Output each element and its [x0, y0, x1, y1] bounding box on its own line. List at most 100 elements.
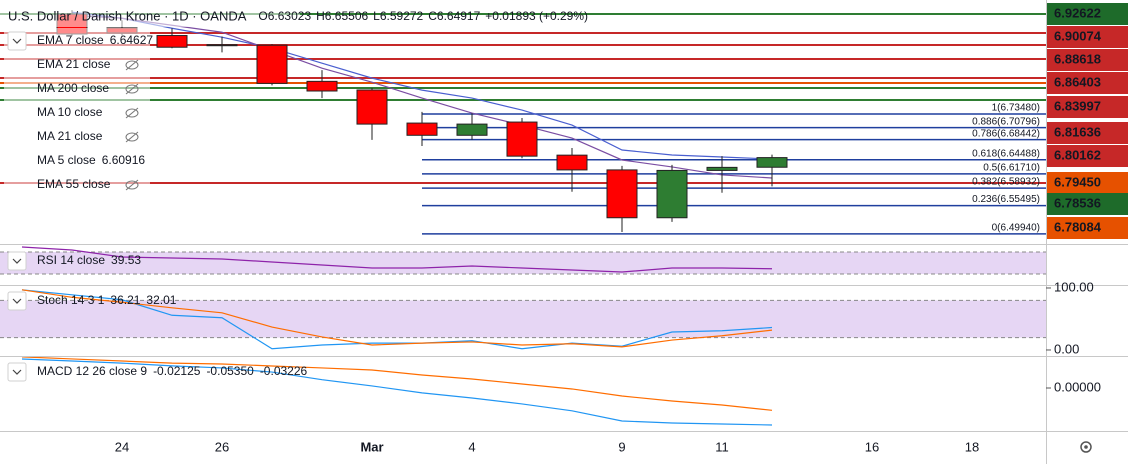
price-tag — [1047, 193, 1128, 215]
hidden-icon[interactable] — [125, 108, 139, 118]
gear-hub[interactable] — [1084, 445, 1088, 449]
chevron[interactable] — [12, 298, 22, 304]
fib-label: 0(6.49940) — [992, 222, 1040, 233]
legend-value: 6.64627 — [110, 33, 154, 47]
symbol-title: U.S. Dollar / Danish Krone · 1D · OANDA — [8, 8, 247, 23]
legend-name: MA 200 close — [37, 81, 109, 95]
candle-body — [406, 122, 438, 136]
x-tick-label: Mar — [360, 439, 383, 454]
x-tick-label: 16 — [865, 439, 879, 454]
price-tag — [1047, 49, 1128, 71]
collapse-button[interactable] — [7, 31, 27, 51]
price-tag-label: 6.92622 — [1054, 5, 1101, 20]
indicator-value: 39.53 — [111, 253, 141, 267]
candle-body — [756, 157, 788, 168]
indicator-line — [21, 289, 773, 350]
y-tick-label: 0.00000 — [1054, 379, 1101, 394]
x-tick-label: 26 — [215, 439, 229, 454]
indicator-value: 36.21 — [110, 293, 140, 307]
price-tag — [1047, 26, 1128, 48]
quote-value: +0.01893 (+0.29%) — [485, 9, 588, 23]
y-tick-label: 100.00 — [1054, 279, 1094, 294]
price-tag — [1047, 122, 1128, 144]
fib-label: 0.382(6.58932) — [972, 177, 1040, 188]
chevron[interactable] — [12, 38, 22, 44]
indicator-name: Stoch 14 3 1 — [37, 293, 105, 307]
indicator-line — [21, 246, 773, 273]
candle-body — [556, 154, 588, 171]
candle-body — [356, 89, 388, 125]
candle-body — [256, 44, 288, 84]
quote-value: O6.63023 — [258, 9, 311, 23]
price-tag — [1047, 145, 1128, 167]
candle-body — [206, 44, 238, 47]
legend-value: 6.60916 — [102, 153, 146, 167]
price-tag-label: 6.83997 — [1054, 98, 1101, 113]
price-tag — [1047, 96, 1128, 118]
candle-body — [506, 121, 538, 157]
indicator-value: -0.05350 — [206, 364, 254, 378]
candle-body — [606, 169, 638, 219]
candle-body — [706, 166, 738, 171]
gear[interactable] — [1080, 441, 1092, 453]
indicator-name: MACD 12 26 close 9 — [37, 364, 147, 378]
fib-label: 1(6.73480) — [992, 103, 1040, 114]
price-tag-label: 6.88618 — [1054, 51, 1101, 66]
price-tag-label: 6.78536 — [1054, 195, 1101, 210]
candle-body — [656, 169, 688, 219]
price-tag-label: 6.90074 — [1054, 28, 1102, 43]
chevron[interactable] — [12, 369, 22, 375]
collapse-button[interactable] — [7, 251, 27, 271]
indicator-line — [21, 358, 773, 426]
x-tick-label: 4 — [468, 439, 475, 454]
band — [0, 300, 1046, 338]
fib-label: 0.618(6.64488) — [972, 148, 1040, 159]
legend-name: EMA 21 close — [37, 57, 111, 71]
hidden-icon[interactable] — [125, 180, 139, 190]
hidden-icon[interactable] — [125, 60, 139, 70]
price-tag-label: 6.80162 — [1054, 147, 1101, 162]
chevron[interactable] — [12, 258, 22, 264]
quote-value: H6.65506 — [316, 9, 368, 23]
quote-value: C6.64917 — [428, 9, 480, 23]
candle-body — [306, 80, 338, 92]
hidden-icon-slash[interactable] — [125, 107, 139, 119]
fib-label: 0.236(6.55495) — [972, 194, 1040, 205]
band — [0, 251, 1046, 274]
x-tick-label: 11 — [715, 439, 729, 454]
price-tag-label: 6.86403 — [1054, 74, 1101, 89]
price-tag-label: 6.81636 — [1054, 124, 1101, 139]
indicator-name: RSI 14 close — [37, 253, 105, 267]
hidden-icon-slash[interactable] — [125, 179, 139, 191]
hidden-icon-slash[interactable] — [125, 59, 139, 71]
quote-value: L6.59272 — [373, 9, 423, 23]
fib-label: 0.5(6.61710) — [983, 163, 1040, 174]
legend-name: EMA 7 close — [37, 33, 104, 47]
hidden-icon-slash[interactable] — [125, 83, 139, 95]
hidden-icon[interactable] — [125, 132, 139, 142]
hidden-icon[interactable] — [125, 84, 139, 94]
indicator-value: -0.02125 — [153, 364, 201, 378]
fib-label: 0.786(6.68442) — [972, 128, 1040, 139]
indicator-value: -0.03226 — [260, 364, 308, 378]
collapse-button[interactable] — [7, 362, 27, 382]
indicator-value: 32.01 — [146, 293, 176, 307]
fib-label: 0.886(6.70796) — [972, 116, 1040, 127]
price-tag-label: 6.78084 — [1054, 219, 1102, 234]
price-tag — [1047, 217, 1128, 239]
hidden-icon-slash[interactable] — [125, 131, 139, 143]
indicator-line — [21, 356, 773, 411]
moving-average — [71, 14, 773, 179]
moving-average — [71, 11, 773, 160]
indicator-line — [21, 289, 773, 348]
collapse-button[interactable] — [7, 291, 27, 311]
settings-icon[interactable] — [1080, 441, 1092, 453]
x-tick-label: 24 — [115, 439, 129, 454]
x-tick-label: 9 — [618, 439, 625, 454]
header-background — [0, 5, 300, 27]
x-tick-label: 18 — [965, 439, 979, 454]
legend-name: MA 21 close — [37, 129, 103, 143]
